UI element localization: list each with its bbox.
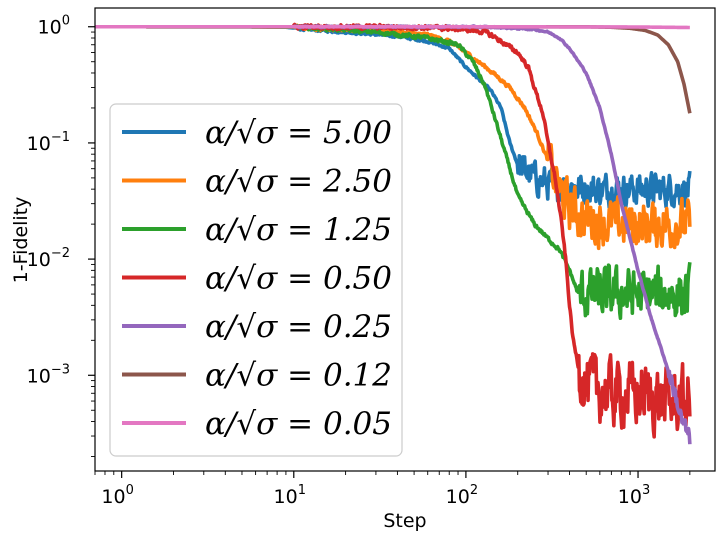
y-tick-label: 100 <box>38 14 70 39</box>
x-tick-label: 103 <box>618 483 650 508</box>
x-tick-label: 101 <box>274 483 306 508</box>
y-tick-label: 10−1 <box>27 130 70 155</box>
legend-box <box>109 103 403 457</box>
axes-layer: 100 101 102 103 100 10−1 10−2 10−3 <box>27 14 691 508</box>
x-tick-label: 100 <box>101 483 133 508</box>
legend-label-5: α/√σ = 0.12 <box>205 358 392 394</box>
legend-label-4: α/√σ = 0.25 <box>205 309 392 345</box>
series-layer <box>95 22 692 445</box>
legend-label-3: α/√σ = 0.50 <box>205 261 392 297</box>
y-axis-label: 1-Fidelity <box>10 197 32 284</box>
plot-frame <box>94 7 716 472</box>
x-axis-label: Step <box>383 510 426 532</box>
x-tick-label: 102 <box>446 483 478 508</box>
legend-label-0: α/√σ = 5.00 <box>205 115 392 151</box>
legend-label-6: α/√σ = 0.05 <box>205 406 392 442</box>
y-tick-label: 10−3 <box>27 362 70 387</box>
legend-label-1: α/√σ = 2.50 <box>205 164 392 200</box>
y-tick-label: 10−2 <box>27 246 70 271</box>
legend-label-2: α/√σ = 1.25 <box>205 212 392 248</box>
series-line-6 <box>95 24 691 30</box>
legend: α/√σ = 5.00 α/√σ = 2.50 α/√σ = 1.25 α/√σ = … <box>109 103 403 457</box>
